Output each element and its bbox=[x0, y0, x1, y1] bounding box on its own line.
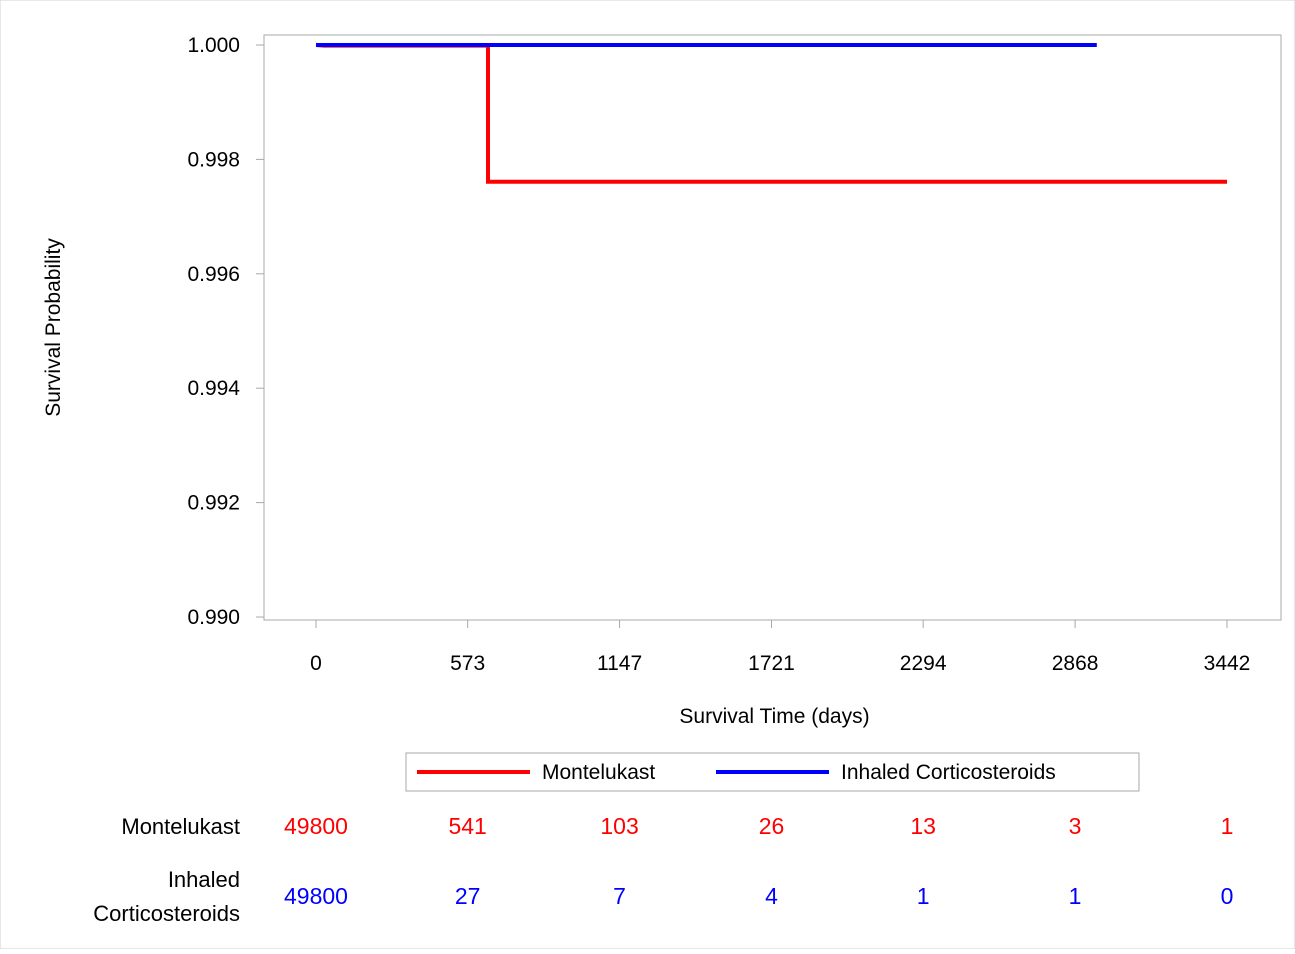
x-tick-label: 0 bbox=[310, 652, 322, 675]
legend: Montelukast Inhaled Corticosteroids bbox=[405, 752, 1140, 792]
legend-label-montelukast: Montelukast bbox=[542, 761, 655, 784]
y-tick-label: 0.992 bbox=[187, 492, 240, 515]
risk-count-inhaled-corticosteroids: 4 bbox=[765, 883, 778, 909]
y-tick-label: 0.996 bbox=[187, 263, 240, 286]
y-tick-label: 0.990 bbox=[187, 606, 240, 629]
risk-count-inhaled-corticosteroids: 0 bbox=[1221, 883, 1234, 909]
risk-count-inhaled-corticosteroids: 1 bbox=[917, 883, 930, 909]
y-axis: 0.990 0.992 0.994 0.996 0.998 1.000 bbox=[187, 34, 264, 629]
risk-count-inhaled-corticosteroids: 27 bbox=[455, 883, 481, 909]
legend-label-inhaled-corticosteroids: Inhaled Corticosteroids bbox=[841, 761, 1056, 784]
risk-count-inhaled-corticosteroids: 7 bbox=[613, 883, 626, 909]
plot-area-frame bbox=[263, 34, 1282, 621]
x-axis: 0 573 1147 1721 2294 2868 3442 bbox=[310, 620, 1250, 675]
x-tick-label: 1721 bbox=[748, 652, 795, 675]
x-axis-label: Survival Time (days) bbox=[679, 705, 869, 728]
risk-count-montelukast: 3 bbox=[1069, 813, 1082, 839]
risk-count-montelukast: 103 bbox=[600, 813, 638, 839]
x-tick-label: 2868 bbox=[1052, 652, 1099, 675]
x-tick-label: 573 bbox=[450, 652, 485, 675]
risk-count-montelukast: 49800 bbox=[284, 813, 348, 839]
x-tick-label: 2294 bbox=[900, 652, 947, 675]
risk-count-montelukast: 1 bbox=[1221, 813, 1234, 839]
risk-table: Montelukast 49800 541 103 26 13 3 1 Inhaled Corti… bbox=[93, 813, 1233, 926]
risk-row-label-inhaled-corticosteroids: Inhaled bbox=[168, 867, 240, 892]
series-layer bbox=[315, 43, 1227, 184]
y-tick-label: 0.994 bbox=[187, 377, 240, 400]
risk-count-montelukast: 541 bbox=[448, 813, 486, 839]
risk-row-label-inhaled-corticosteroids: Corticosteroids bbox=[93, 901, 240, 926]
risk-count-montelukast: 13 bbox=[910, 813, 936, 839]
risk-row-label-montelukast: Montelukast bbox=[121, 814, 240, 839]
risk-count-inhaled-corticosteroids: 49800 bbox=[284, 883, 348, 909]
x-tick-label: 3442 bbox=[1204, 652, 1251, 675]
y-tick-label: 1.000 bbox=[187, 34, 240, 57]
risk-count-montelukast: 26 bbox=[759, 813, 785, 839]
risk-count-inhaled-corticosteroids: 1 bbox=[1069, 883, 1082, 909]
y-tick-label: 0.998 bbox=[187, 148, 240, 171]
y-axis-label: Survival Probability bbox=[42, 238, 65, 417]
x-tick-label: 1147 bbox=[597, 652, 642, 675]
